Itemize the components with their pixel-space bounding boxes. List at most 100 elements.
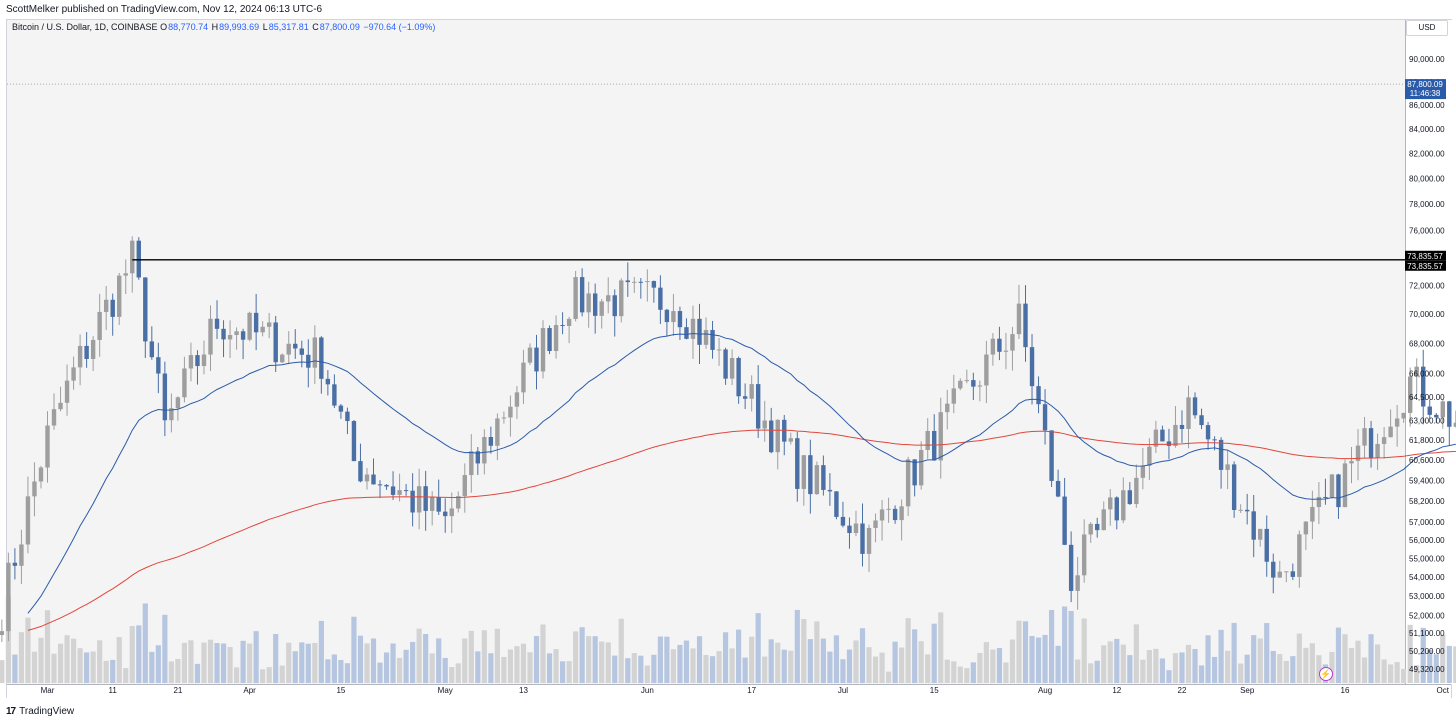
price-tick-label: 57,000.00 xyxy=(1409,518,1445,527)
volume-bar xyxy=(1225,650,1231,683)
volume-bar xyxy=(233,667,240,683)
volume-bar xyxy=(1238,663,1244,683)
volume-bar xyxy=(1316,655,1322,683)
candle-body xyxy=(90,339,96,359)
volume-bar xyxy=(586,636,592,683)
lightning-icon[interactable]: ⚡ xyxy=(1319,667,1333,681)
candle-body xyxy=(977,385,983,387)
legend: Bitcoin / U.S. Dollar, 1D, COINBASE O88,… xyxy=(12,22,436,32)
volume-bar xyxy=(1368,634,1374,683)
candle-body xyxy=(566,318,572,327)
candle-body xyxy=(514,392,520,407)
time-tick-label: 16 xyxy=(1341,686,1350,695)
volume-bar xyxy=(775,642,781,683)
candle-body xyxy=(899,506,904,521)
candle-body xyxy=(984,354,989,386)
volume-bar xyxy=(957,666,963,683)
candle-body xyxy=(501,417,507,419)
candle-body xyxy=(293,343,298,349)
volume-bar xyxy=(123,668,129,683)
candle-body xyxy=(351,421,357,462)
candle-body xyxy=(918,449,924,486)
resistance-price-label: 73,835.57 xyxy=(1407,262,1443,271)
volume-bar xyxy=(840,659,846,683)
candle-body xyxy=(443,511,448,517)
candle-body xyxy=(1029,347,1035,387)
time-tick-label: 11 xyxy=(109,686,118,695)
volume-bar xyxy=(944,659,950,683)
volume-bar xyxy=(905,618,911,683)
price-tick-label: 68,000.00 xyxy=(1409,339,1445,348)
candle-body xyxy=(547,328,552,352)
time-tick-label: 15 xyxy=(336,686,345,695)
candle-body xyxy=(156,357,161,374)
time-axis[interactable] xyxy=(7,684,1451,698)
volume-bar xyxy=(1453,646,1456,683)
candle-body xyxy=(234,331,239,335)
volume-bar xyxy=(1120,644,1126,683)
candle-body xyxy=(423,486,428,511)
volume-bar xyxy=(520,643,527,683)
countdown-label: 11:46:38 xyxy=(1410,89,1441,98)
volume-bar xyxy=(97,640,103,683)
volume-bar xyxy=(683,640,690,683)
price-tick-label: 50,200.00 xyxy=(1409,647,1445,656)
volume-bar xyxy=(188,640,194,683)
candle-body xyxy=(1368,428,1374,458)
candle-body xyxy=(162,373,168,421)
candles xyxy=(0,236,1456,643)
volume-bar xyxy=(1309,643,1315,683)
volume-bar xyxy=(1427,649,1433,683)
time-tick-label: 21 xyxy=(173,686,182,695)
price-tick-label: 82,000.00 xyxy=(1409,149,1445,158)
volume-bar xyxy=(892,641,898,683)
volume-bar xyxy=(1374,644,1381,683)
candle-body xyxy=(58,402,63,410)
price-axis[interactable] xyxy=(1405,20,1452,684)
volume-bar xyxy=(1009,639,1016,683)
tradingview-logo[interactable]: 17 TradingView xyxy=(6,706,74,717)
candle-body xyxy=(873,520,878,528)
volume-bar xyxy=(546,653,553,683)
volume-bar xyxy=(377,662,383,683)
volume-bar xyxy=(1394,662,1400,683)
volume-bar xyxy=(1283,660,1289,683)
candle-body xyxy=(1036,386,1041,405)
plot-area[interactable] xyxy=(7,20,1405,684)
volume-bar xyxy=(709,656,716,683)
candle-body xyxy=(755,384,761,429)
volume-bar xyxy=(1290,656,1296,683)
candle-body xyxy=(951,388,956,404)
candle-body xyxy=(625,280,630,283)
volume-bar xyxy=(494,628,500,683)
candle-body xyxy=(1440,401,1445,418)
candle-body xyxy=(808,455,813,495)
candle-body xyxy=(1407,376,1413,413)
volume-bar xyxy=(1101,645,1107,683)
volume-bar xyxy=(220,643,227,683)
time-tick-label: Jun xyxy=(641,686,654,695)
time-tick-label: 13 xyxy=(519,686,528,695)
candle-body xyxy=(462,475,467,497)
volume-bar xyxy=(618,618,624,683)
time-tick-label: Oct xyxy=(1437,686,1450,695)
volume-bar xyxy=(885,671,892,683)
candle-body xyxy=(677,311,683,328)
volume-bar xyxy=(1127,655,1133,683)
volume-bar xyxy=(918,641,924,683)
candle-body xyxy=(456,496,461,509)
candle-body xyxy=(645,281,650,283)
candle-body xyxy=(1042,404,1048,431)
currency-button[interactable]: USD xyxy=(1406,20,1448,36)
volume-bar xyxy=(1048,609,1055,683)
candle-body xyxy=(684,327,689,339)
candle-body xyxy=(0,631,5,636)
resistance-price-tag xyxy=(1405,250,1446,261)
candle-body xyxy=(958,380,963,389)
volume-bar xyxy=(846,649,853,683)
volume-bar xyxy=(51,653,57,683)
volume-bar xyxy=(925,654,931,683)
candle-body xyxy=(892,508,898,521)
volume-bar xyxy=(749,636,755,683)
candle-body xyxy=(286,343,291,355)
